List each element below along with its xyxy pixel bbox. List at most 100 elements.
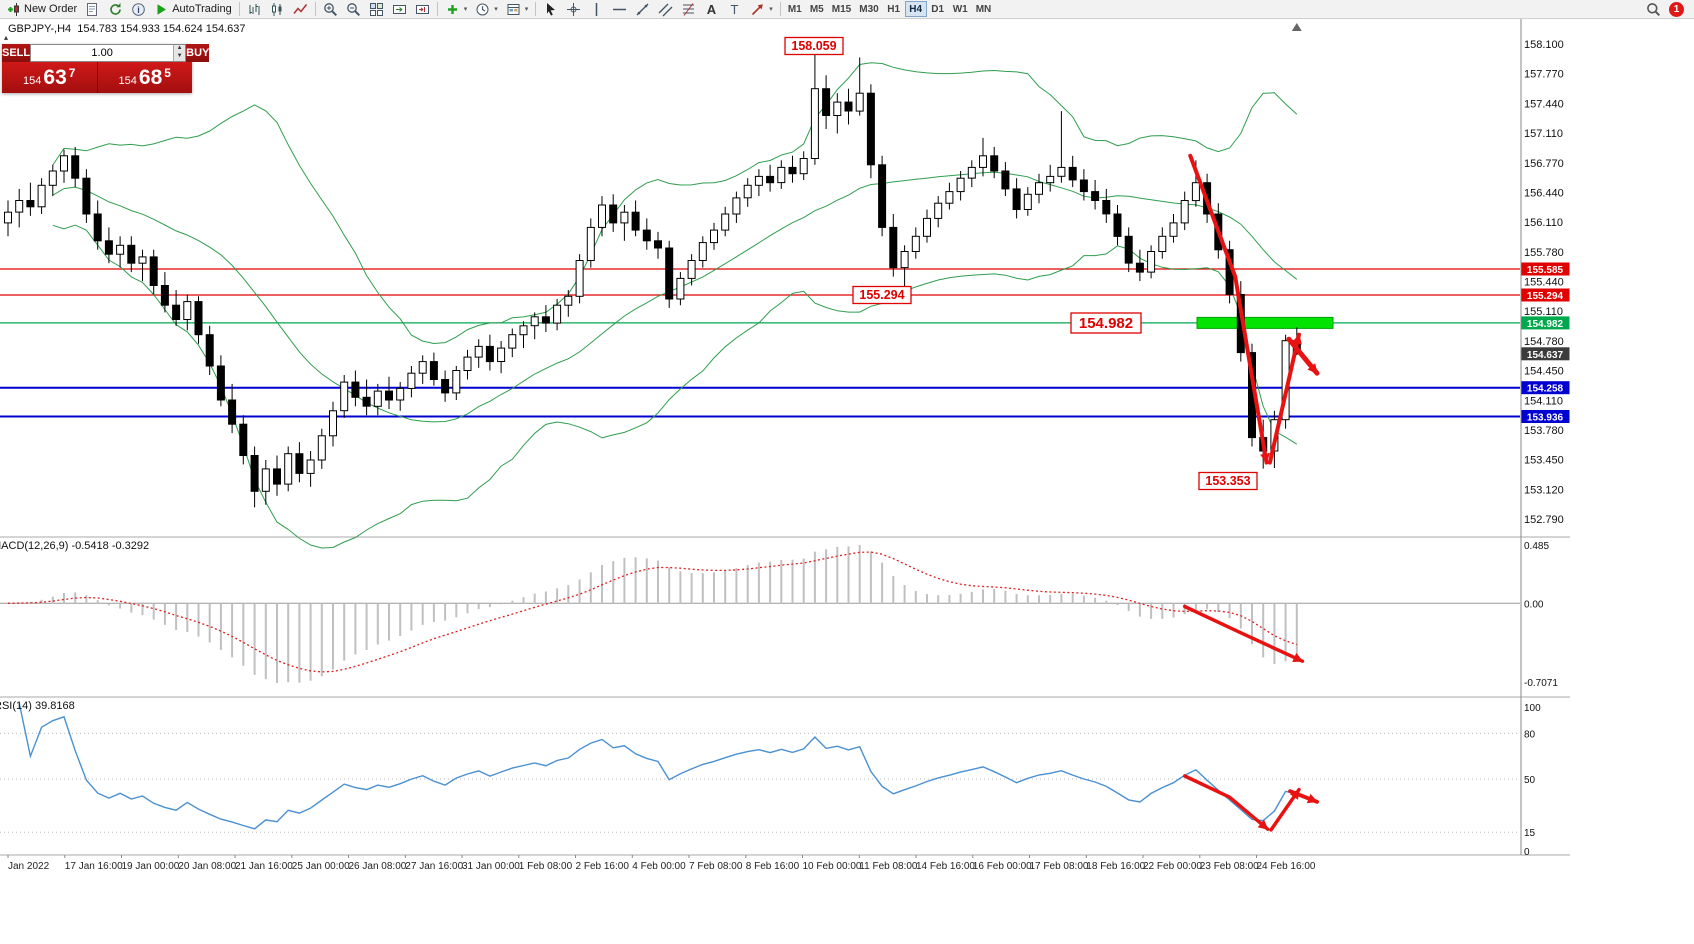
sell-price[interactable]: 154 63 7: [2, 62, 98, 93]
timeframe-h1-button[interactable]: H1: [883, 1, 905, 17]
svg-text:154.982: 154.982: [1079, 315, 1133, 332]
one-click-toggle-icon[interactable]: ▴: [4, 33, 9, 42]
svg-text:24 Feb 16:00: 24 Feb 16:00: [1257, 861, 1316, 872]
buy-price-pips: 68: [138, 66, 163, 89]
bar-chart-icon[interactable]: [243, 1, 266, 18]
toolbar: New Order i AutoTrading ▾ ▾ ▾ A T ▾ M1 M5 M15 M30 H1 H…: [0, 0, 1694, 19]
svg-text:158.059: 158.059: [791, 39, 836, 53]
timeframe-d1-button[interactable]: D1: [927, 1, 949, 17]
svg-text:T: T: [731, 2, 739, 17]
svg-text:155.780: 155.780: [1524, 247, 1564, 259]
sell-price-frac: 7: [68, 66, 76, 80]
search-icon[interactable]: [1642, 1, 1665, 18]
macd-signal-line: [7, 551, 1298, 673]
price-callouts[interactable]: 158.059 155.294 154.982 153.353: [784, 36, 1258, 491]
document-icon[interactable]: [81, 1, 104, 18]
notification-badge[interactable]: 1: [1669, 1, 1684, 17]
svg-text:21 Jan 16:00: 21 Jan 16:00: [235, 861, 293, 872]
svg-text:11 Feb 08:00: 11 Feb 08:00: [859, 861, 918, 872]
svg-text:154.637: 154.637: [1527, 350, 1564, 361]
timeframe-m5-button[interactable]: M5: [806, 1, 828, 17]
chart-shift-icon[interactable]: [411, 1, 434, 18]
svg-text:153.780: 153.780: [1524, 425, 1564, 437]
svg-text:157.770: 157.770: [1524, 69, 1564, 81]
svg-text:27 Jan 16:00: 27 Jan 16:00: [405, 861, 463, 872]
candlestick-chart-icon[interactable]: [266, 1, 289, 18]
macd-indicator-label: MACD(12,26,9) -0.5418 -0.3292: [0, 540, 150, 552]
zoom-out-icon[interactable]: [342, 1, 365, 18]
horizontal-level-lines[interactable]: [0, 268, 1520, 418]
line-chart-icon[interactable]: [289, 1, 312, 18]
svg-text:A: A: [707, 2, 717, 17]
crosshair-icon[interactable]: [562, 1, 585, 18]
support-zone-rect[interactable]: [1196, 316, 1334, 329]
vertical-line-icon[interactable]: [585, 1, 608, 18]
buy-button[interactable]: BUY: [186, 44, 210, 62]
volume-field: ▲ ▼: [30, 44, 187, 62]
chart-shift-marker[interactable]: [1291, 23, 1302, 31]
horizontal-line-icon[interactable]: [608, 1, 631, 18]
bollinger-upper: [52, 62, 1298, 345]
svg-text:155.585: 155.585: [1527, 265, 1564, 276]
svg-text:16 Feb 00:00: 16 Feb 00:00: [973, 861, 1032, 872]
svg-text:153.120: 153.120: [1524, 484, 1564, 496]
svg-text:10 Feb 00:00: 10 Feb 00:00: [803, 861, 862, 872]
svg-text:154.110: 154.110: [1524, 395, 1563, 407]
buy-price-main: 154: [118, 75, 137, 87]
volume-increase-icon[interactable]: ▲: [174, 45, 186, 53]
sell-price-main: 154: [23, 75, 42, 87]
autotrading-button[interactable]: AutoTrading: [150, 1, 236, 18]
channel-icon[interactable]: [654, 1, 677, 18]
svg-text:-0.7071: -0.7071: [1524, 678, 1558, 689]
bollinger-lower: [52, 224, 1298, 549]
volume-input[interactable]: [31, 45, 174, 61]
new-order-button[interactable]: New Order: [2, 1, 81, 18]
svg-text:17 Feb 08:00: 17 Feb 08:00: [1030, 861, 1089, 872]
candles-group: [4, 47, 1301, 508]
toolbar-separator: [535, 2, 537, 16]
arrows-icon[interactable]: ▾: [746, 1, 777, 18]
buy-price-frac: 5: [164, 66, 171, 80]
analysis-arrows[interactable]: [1182, 153, 1320, 832]
svg-text:158.100: 158.100: [1524, 39, 1564, 51]
svg-text:50: 50: [1524, 775, 1536, 786]
text-icon[interactable]: A: [700, 1, 723, 18]
buy-price[interactable]: 154 68 5: [98, 62, 193, 93]
timeframe-m30-button[interactable]: M30: [855, 1, 882, 17]
bollinger-bands: [52, 62, 1298, 549]
info-icon[interactable]: i: [127, 1, 150, 18]
svg-text:2 Feb 16:00: 2 Feb 16:00: [576, 861, 630, 872]
label-icon[interactable]: T: [723, 1, 746, 18]
timeframe-w1-button[interactable]: W1: [949, 1, 972, 17]
svg-text:i: i: [137, 4, 140, 14]
timeframe-m15-button[interactable]: M15: [828, 1, 855, 17]
timeframe-mn-button[interactable]: MN: [972, 1, 996, 17]
templates-icon[interactable]: ▾: [502, 1, 533, 18]
refresh-icon[interactable]: [104, 1, 127, 18]
trendline-icon[interactable]: [631, 1, 654, 18]
timeframe-m1-button[interactable]: M1: [784, 1, 806, 17]
auto-scroll-icon[interactable]: [388, 1, 411, 18]
volume-spinner: ▲ ▼: [173, 45, 186, 61]
volume-decrease-icon[interactable]: ▼: [174, 53, 186, 61]
svg-text:155.294: 155.294: [1527, 291, 1564, 302]
svg-text:0: 0: [1524, 847, 1530, 858]
price-axis: 158.100 157.770 157.440 157.110 156.770 156.4…: [1524, 39, 1564, 526]
svg-text:155.110: 155.110: [1524, 306, 1563, 318]
one-click-trading-panel: SELL ▲ ▼ BUY 154 63 7 154 68 5: [2, 44, 210, 93]
cursor-icon[interactable]: [539, 1, 562, 18]
periods-icon[interactable]: ▾: [471, 1, 502, 18]
fibonacci-icon[interactable]: [677, 1, 700, 18]
svg-text:157.110: 157.110: [1524, 128, 1563, 140]
svg-text:155.294: 155.294: [859, 288, 904, 302]
sell-price-pips: 63: [43, 66, 67, 89]
new-chart-icon[interactable]: ▾: [441, 1, 472, 18]
svg-text:7 Feb 08:00: 7 Feb 08:00: [689, 861, 743, 872]
svg-text:15: 15: [1524, 828, 1536, 839]
svg-text:8 Feb 16:00: 8 Feb 16:00: [746, 861, 800, 872]
timeframe-h4-button[interactable]: H4: [904, 1, 927, 17]
sell-button[interactable]: SELL: [2, 44, 31, 62]
tile-windows-icon[interactable]: [365, 1, 388, 18]
zoom-in-icon[interactable]: [319, 1, 342, 18]
